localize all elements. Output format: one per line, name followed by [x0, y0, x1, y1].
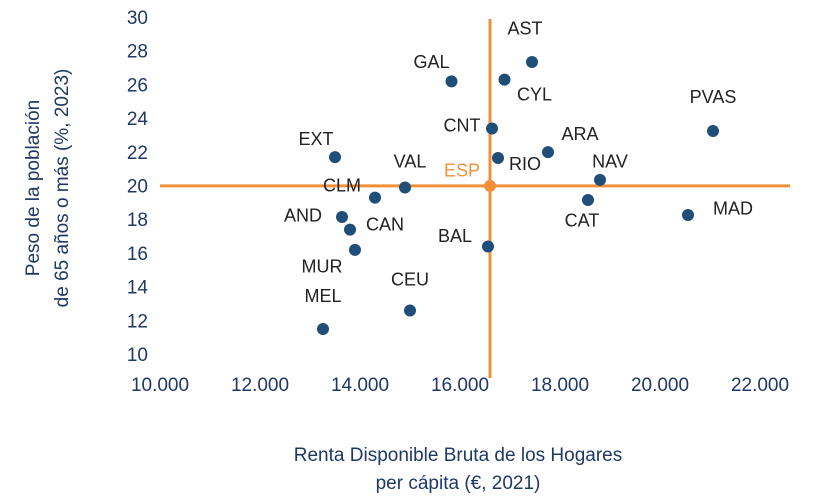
point-label: ESP [444, 161, 480, 181]
point [582, 193, 594, 206]
y-tick-label: 18 [127, 210, 148, 231]
x-tick-label: 12.000 [231, 375, 289, 396]
y-tick-label: 26 [127, 75, 148, 96]
point [344, 223, 356, 236]
point [329, 151, 341, 164]
point [445, 75, 458, 88]
x-tick-label: 22.000 [731, 375, 789, 396]
point-label: MAD [713, 199, 753, 219]
x-tick-label: 18.000 [531, 375, 589, 396]
y-axis-title: de 65 años o más (%, 2023) [52, 69, 73, 308]
x-tick-label: 20.000 [631, 375, 689, 396]
point-label: BAL [438, 226, 472, 246]
point-label: CAT [565, 211, 600, 231]
point [526, 55, 538, 68]
point [498, 73, 511, 86]
point-label: ARA [561, 124, 598, 144]
y-axis-title: Peso de la población [23, 100, 44, 276]
x-tick-label: 14.000 [331, 375, 389, 396]
y-tick-label: 20 [127, 177, 148, 198]
point [594, 173, 606, 186]
point-label: AND [284, 206, 322, 226]
point [682, 208, 694, 221]
y-tick-label: 24 [127, 109, 149, 130]
y-tick-label: 12 [127, 311, 148, 332]
x-axis-title: per cápita (€, 2021) [376, 473, 541, 494]
point [404, 304, 416, 317]
point [486, 122, 498, 135]
point [484, 179, 496, 192]
point [542, 146, 554, 159]
x-tick-label: 16.000 [431, 375, 489, 396]
point-label: CLM [323, 175, 361, 195]
point-label: MUR [302, 257, 343, 277]
point-label: NAV [592, 152, 628, 172]
point [317, 323, 329, 336]
y-tick-label: 22 [127, 143, 148, 164]
point [482, 240, 494, 253]
y-tick-label: 30 [127, 8, 148, 29]
point-label: PVAS [690, 87, 737, 107]
point-label: MEL [304, 286, 341, 306]
point [707, 125, 719, 138]
point [369, 191, 381, 204]
point-label: CYL [517, 84, 552, 104]
point-label: CEU [391, 269, 429, 289]
y-tick-label: 14 [127, 278, 149, 299]
point-label: CNT [444, 115, 481, 135]
point-label: VAL [394, 151, 427, 171]
point [492, 152, 504, 165]
point-label: CAN [366, 214, 404, 234]
y-tick-label: 10 [127, 345, 148, 366]
point [336, 210, 348, 223]
point [349, 243, 361, 256]
point-label: RIO [509, 154, 541, 174]
y-tick-label: 28 [127, 42, 148, 63]
point-label: GAL [413, 52, 449, 72]
y-tick-label: 16 [127, 244, 148, 265]
x-tick-label: 10.000 [131, 375, 189, 396]
point [399, 181, 411, 194]
point-label: AST [507, 19, 542, 39]
point-label: EXT [298, 129, 333, 149]
x-axis-title: Renta Disponible Bruta de los Hogares [294, 445, 622, 466]
